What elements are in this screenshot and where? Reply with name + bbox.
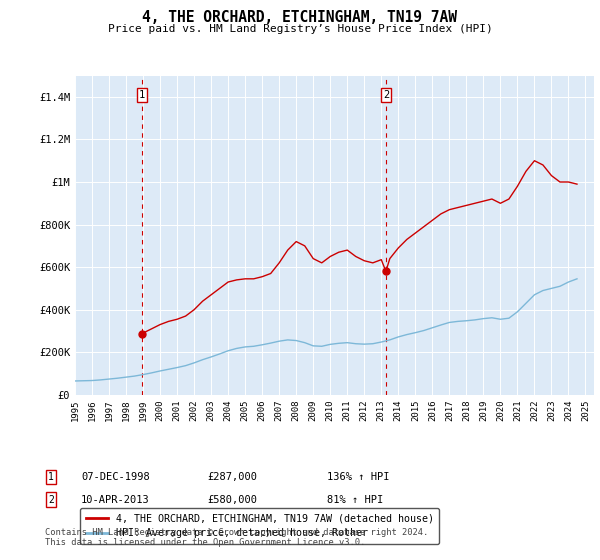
- Text: 1: 1: [139, 90, 145, 100]
- Text: £580,000: £580,000: [207, 494, 257, 505]
- Text: 07-DEC-1998: 07-DEC-1998: [81, 472, 150, 482]
- Text: 2: 2: [48, 494, 54, 505]
- Text: £287,000: £287,000: [207, 472, 257, 482]
- Text: 10-APR-2013: 10-APR-2013: [81, 494, 150, 505]
- Text: 2: 2: [383, 90, 389, 100]
- Text: Price paid vs. HM Land Registry’s House Price Index (HPI): Price paid vs. HM Land Registry’s House …: [107, 24, 493, 34]
- Text: 81% ↑ HPI: 81% ↑ HPI: [327, 494, 383, 505]
- Text: Contains HM Land Registry data © Crown copyright and database right 2024.
This d: Contains HM Land Registry data © Crown c…: [45, 528, 428, 547]
- Text: 4, THE ORCHARD, ETCHINGHAM, TN19 7AW: 4, THE ORCHARD, ETCHINGHAM, TN19 7AW: [143, 10, 458, 25]
- Legend: 4, THE ORCHARD, ETCHINGHAM, TN19 7AW (detached house), HPI: Average price, detac: 4, THE ORCHARD, ETCHINGHAM, TN19 7AW (de…: [80, 508, 439, 544]
- Text: 1: 1: [48, 472, 54, 482]
- Text: 136% ↑ HPI: 136% ↑ HPI: [327, 472, 389, 482]
